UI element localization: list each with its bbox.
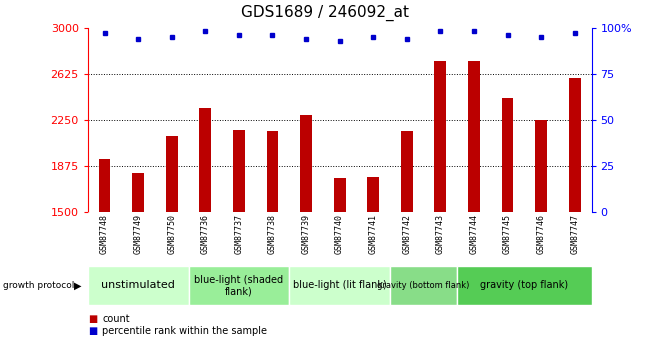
Bar — [333, 178, 346, 212]
Text: count: count — [102, 314, 130, 324]
Text: GSM87746: GSM87746 — [537, 214, 545, 254]
Bar — [457, 266, 592, 305]
Bar — [468, 61, 480, 212]
Text: growth protocol: growth protocol — [3, 281, 75, 290]
Text: GSM87743: GSM87743 — [436, 214, 445, 254]
Bar — [200, 108, 211, 212]
Text: GSM87748: GSM87748 — [100, 214, 109, 254]
Bar — [367, 177, 379, 212]
Text: ▶: ▶ — [73, 280, 81, 290]
Bar — [434, 61, 447, 212]
Bar — [401, 131, 413, 212]
Text: GSM87739: GSM87739 — [302, 214, 311, 254]
Bar — [535, 120, 547, 212]
Bar — [88, 266, 188, 305]
Text: blue-light (shaded
flank): blue-light (shaded flank) — [194, 275, 283, 296]
Text: ■: ■ — [88, 326, 97, 336]
Text: GSM87744: GSM87744 — [469, 214, 478, 254]
Bar — [188, 266, 289, 305]
Text: GDS1689 / 246092_at: GDS1689 / 246092_at — [241, 5, 409, 21]
Text: gravity (bottom flank): gravity (bottom flank) — [378, 281, 470, 290]
Text: GSM87738: GSM87738 — [268, 214, 277, 254]
Bar — [300, 115, 312, 212]
Text: GSM87749: GSM87749 — [134, 214, 142, 254]
Text: ■: ■ — [88, 314, 97, 324]
Text: unstimulated: unstimulated — [101, 280, 175, 290]
Bar — [502, 98, 514, 212]
Bar — [289, 266, 390, 305]
Text: GSM87745: GSM87745 — [503, 214, 512, 254]
Text: GSM87741: GSM87741 — [369, 214, 378, 254]
Text: GSM87742: GSM87742 — [402, 214, 411, 254]
Text: gravity (top flank): gravity (top flank) — [480, 280, 568, 290]
Text: GSM87750: GSM87750 — [167, 214, 176, 254]
Bar — [99, 159, 110, 212]
Bar — [132, 173, 144, 212]
Bar — [569, 78, 580, 212]
Bar — [390, 266, 457, 305]
Bar — [266, 131, 278, 212]
Bar — [233, 130, 245, 212]
Text: GSM87747: GSM87747 — [570, 214, 579, 254]
Text: GSM87740: GSM87740 — [335, 214, 344, 254]
Text: percentile rank within the sample: percentile rank within the sample — [102, 326, 267, 336]
Text: GSM87737: GSM87737 — [235, 214, 243, 254]
Text: GSM87736: GSM87736 — [201, 214, 210, 254]
Bar — [166, 136, 177, 212]
Text: blue-light (lit flank): blue-light (lit flank) — [292, 280, 387, 290]
